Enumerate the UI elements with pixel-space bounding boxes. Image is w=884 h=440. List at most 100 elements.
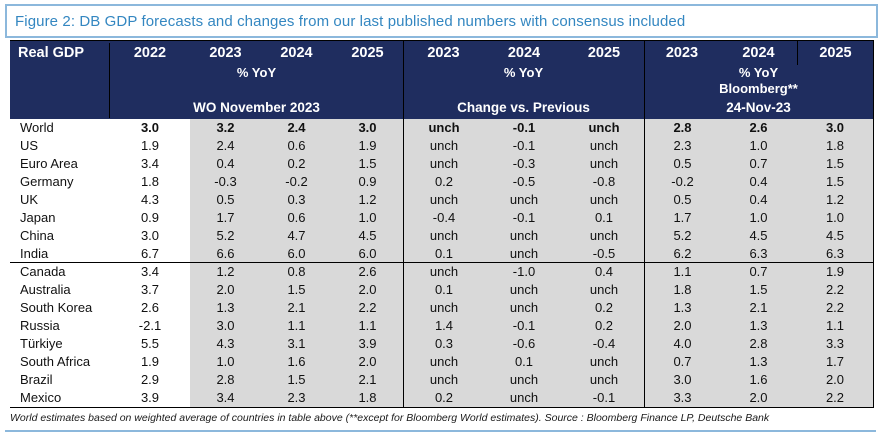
figure-title-box: Figure 2: DB GDP forecasts and changes f… <box>5 4 878 38</box>
value-cell: 1.2 <box>190 263 261 281</box>
value-cell: -0.5 <box>484 173 564 191</box>
value-cell: -0.3 <box>484 155 564 173</box>
table-row: Japan 0.9 1.7 0.6 1.0 -0.4 -0.1 0.1 1.7 1.0 1.0 <box>10 209 873 227</box>
corner-label: Real GDP <box>10 43 110 118</box>
value-cell: 6.3 <box>720 245 797 262</box>
value-cell: unch <box>564 119 644 137</box>
value-cell: 2.8 <box>190 371 261 389</box>
value-cell: unch <box>484 245 564 262</box>
country-label: South Korea <box>20 300 93 315</box>
value-cell: unch <box>403 263 484 281</box>
col-header-year: 2024 <box>742 45 775 61</box>
value-cell: 1.0 <box>190 353 261 371</box>
value-cell: unch <box>564 137 644 155</box>
value-cell: 3.0 <box>332 119 403 137</box>
value-cell: 1.8 <box>797 137 873 155</box>
value-cell: 1.5 <box>261 371 332 389</box>
value-cell: 1.5 <box>720 281 797 299</box>
value-cell: 2.1 <box>332 371 403 389</box>
value-cell: 2.1 <box>261 299 332 317</box>
value-cell: 0.9 <box>140 210 160 225</box>
group-label-wo: WO November 2023 <box>193 100 320 115</box>
section-divider <box>644 41 645 407</box>
value-cell: unch <box>564 281 644 299</box>
value-cell: unch <box>403 371 484 389</box>
value-cell: -0.2 <box>644 173 720 191</box>
value-cell: -0.8 <box>564 173 644 191</box>
value-cell: -0.2 <box>261 173 332 191</box>
table-row: World 3.0 3.2 2.4 3.0 unch -0.1 unch 2.8 2.6 3.0 <box>10 119 873 137</box>
value-cell: 0.8 <box>261 263 332 281</box>
value-cell: 1.8 <box>332 389 403 407</box>
country-label: South Africa <box>20 354 91 369</box>
value-cell: 0.4 <box>190 155 261 173</box>
value-cell: -0.4 <box>564 335 644 353</box>
value-cell: 1.5 <box>261 281 332 299</box>
value-cell: 3.0 <box>644 371 720 389</box>
gdp-forecast-table: Real GDP 2022 2023 2024 2025 2023 2024 2… <box>10 40 874 408</box>
value-cell: 2.0 <box>720 389 797 407</box>
value-cell: 2.0 <box>190 281 261 299</box>
value-cell: 0.7 <box>720 263 797 281</box>
value-cell: 2.3 <box>261 389 332 407</box>
col-header-year: 2025 <box>587 45 621 61</box>
value-cell: 4.5 <box>797 227 873 245</box>
value-cell: -0.6 <box>484 335 564 353</box>
table-row: India 6.7 6.6 6.0 6.0 0.1 unch -0.5 6.2 6.3 6.3 <box>10 245 873 263</box>
value-cell: 1.4 <box>403 317 484 335</box>
value-cell: 3.4 <box>190 389 261 407</box>
unit-label-change: % YoY <box>503 65 544 80</box>
value-cell: unch <box>484 389 564 407</box>
value-cell: 2.8 <box>720 335 797 353</box>
value-cell: -2.1 <box>138 318 162 333</box>
value-cell: 2.4 <box>190 137 261 155</box>
value-cell: 1.3 <box>190 299 261 317</box>
value-cell: -0.3 <box>190 173 261 191</box>
value-cell: 1.9 <box>797 263 873 281</box>
col-header-year: 2023 <box>209 45 242 61</box>
country-label: India <box>20 246 49 261</box>
value-cell: unch <box>484 299 564 317</box>
value-cell: -0.5 <box>564 245 644 262</box>
value-cell: 0.6 <box>261 137 332 155</box>
country-label: Euro Area <box>20 156 78 171</box>
country-label: Canada <box>20 264 66 279</box>
value-cell: unch <box>403 353 484 371</box>
value-cell: -0.4 <box>403 209 484 227</box>
country-label: US <box>20 138 39 153</box>
value-cell: -1.0 <box>484 263 564 281</box>
value-cell: unch <box>564 371 644 389</box>
value-cell: 2.2 <box>797 389 873 407</box>
value-cell: 2.1 <box>720 299 797 317</box>
value-cell: 0.7 <box>720 155 797 173</box>
country-label: World <box>20 120 54 135</box>
value-cell: -0.1 <box>484 137 564 155</box>
value-cell: 3.9 <box>332 335 403 353</box>
value-cell: 6.6 <box>190 245 261 262</box>
value-cell: 0.2 <box>564 299 644 317</box>
value-cell: unch <box>484 371 564 389</box>
figure-title: Figure 2: DB GDP forecasts and changes f… <box>15 12 686 30</box>
value-cell: 2.8 <box>644 119 720 137</box>
value-cell: -0.1 <box>484 317 564 335</box>
value-cell: 1.7 <box>190 209 261 227</box>
value-cell: unch <box>403 137 484 155</box>
value-cell: 1.1 <box>261 317 332 335</box>
value-cell: 0.1 <box>484 353 564 371</box>
value-cell: 2.0 <box>644 317 720 335</box>
value-cell: 0.2 <box>564 317 644 335</box>
value-cell: 1.5 <box>332 155 403 173</box>
table-row: South Africa 1.9 1.0 1.6 2.0 unch 0.1 unch 0.7 1.… <box>10 353 873 371</box>
value-cell: 4.5 <box>332 227 403 245</box>
value-cell: 3.7 <box>140 282 160 297</box>
unit-label-bloomberg: % YoY <box>738 65 779 80</box>
value-cell: 1.5 <box>797 173 873 191</box>
value-cell: 6.0 <box>261 245 332 262</box>
value-cell: 1.0 <box>720 137 797 155</box>
value-cell: 1.3 <box>720 317 797 335</box>
value-cell: 1.8 <box>140 174 160 189</box>
value-cell: 0.6 <box>261 209 332 227</box>
value-cell: 4.7 <box>261 227 332 245</box>
value-cell: 2.0 <box>797 371 873 389</box>
value-cell: 0.1 <box>403 281 484 299</box>
